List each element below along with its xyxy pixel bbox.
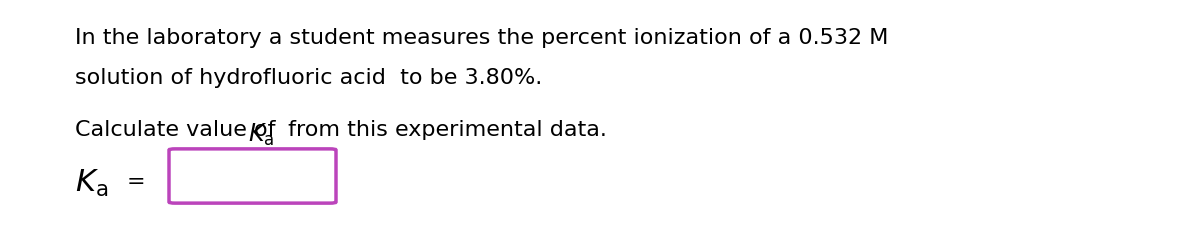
Text: $K_\mathrm{a}$: $K_\mathrm{a}$ xyxy=(248,122,274,148)
Text: =: = xyxy=(127,172,145,192)
Text: In the laboratory a student measures the percent ionization of a 0.532 M: In the laboratory a student measures the… xyxy=(74,28,888,48)
Text: Calculate value of: Calculate value of xyxy=(74,120,283,140)
Text: $K_\mathrm{a}$: $K_\mathrm{a}$ xyxy=(74,168,108,199)
Text: solution of hydrofluoric acid  to be 3.80%.: solution of hydrofluoric acid to be 3.80… xyxy=(74,68,542,88)
Text: from this experimental data.: from this experimental data. xyxy=(281,120,607,140)
